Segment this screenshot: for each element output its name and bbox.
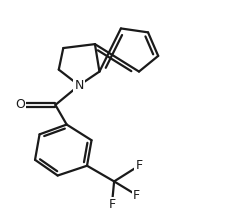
Text: F: F [108,199,115,212]
Text: F: F [133,189,140,202]
Text: F: F [135,159,142,172]
Text: O: O [15,98,25,111]
Text: N: N [74,79,83,92]
